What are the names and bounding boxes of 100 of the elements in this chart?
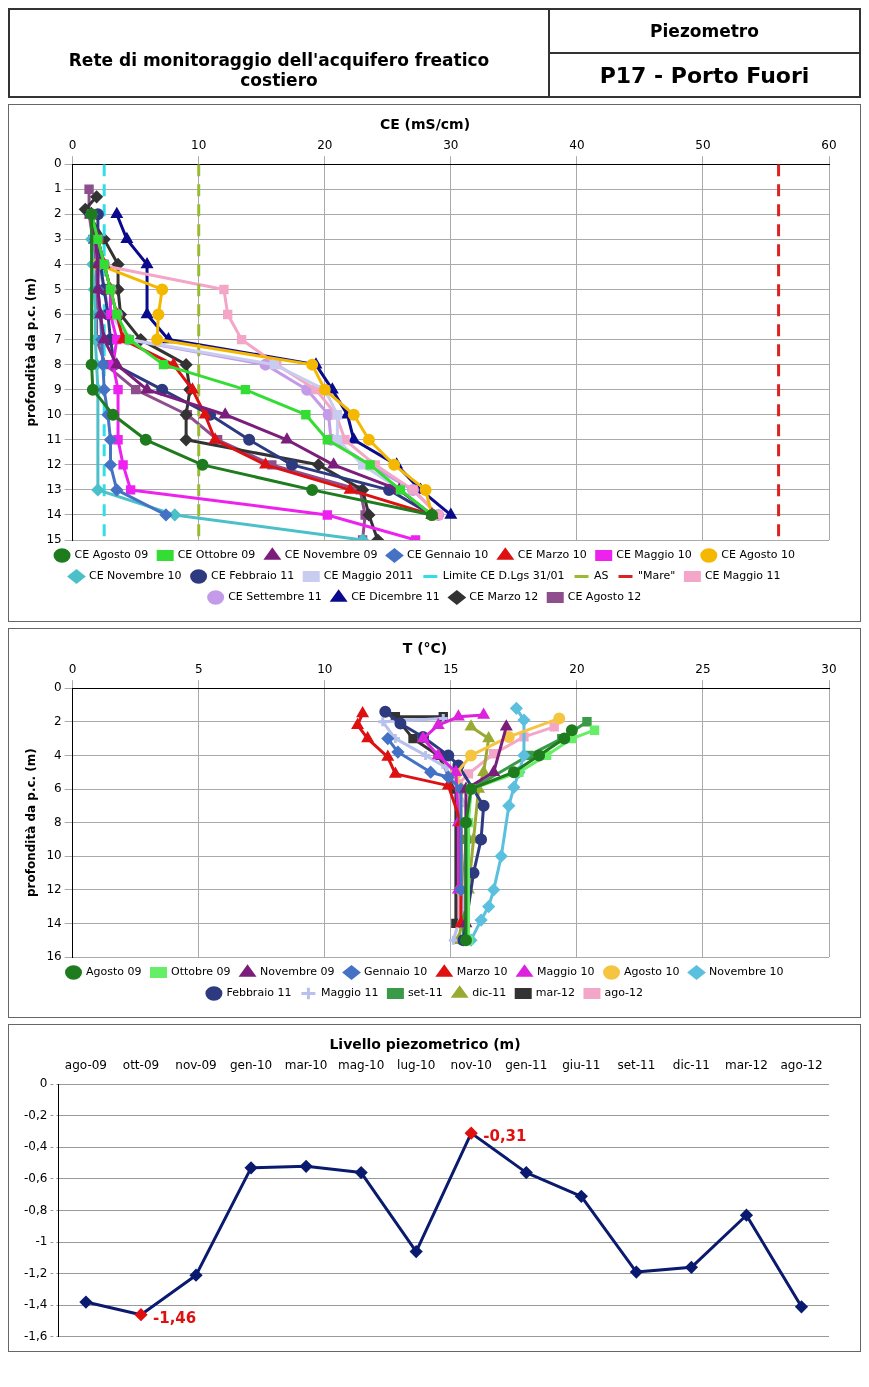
y-tick-label: -0,2 xyxy=(23,1107,48,1122)
x-tick-label: 10 xyxy=(317,662,333,677)
y-tick-label: 14 xyxy=(46,507,62,522)
y-tick-label: 0 xyxy=(54,156,62,171)
text: P17 - Porto Fuori xyxy=(550,52,859,96)
y-tick-label: 12 xyxy=(46,881,62,896)
legend-label: Ottobre 09 xyxy=(171,965,231,979)
legend-label: CE Gennaio 10 xyxy=(406,548,489,562)
y-tick-label: 13 xyxy=(46,482,62,497)
y-tick-label: 7 xyxy=(54,331,62,346)
legend-label: Marzo 10 xyxy=(456,965,508,979)
legend-label: CE Novembre 09 xyxy=(284,548,378,562)
legend-label: dic-11 xyxy=(472,986,507,1000)
y-tick-label: 9 xyxy=(54,381,62,396)
y-tick-label: -0,6 xyxy=(23,1171,48,1186)
x-tick-label: lug-10 xyxy=(397,1058,436,1073)
legend-label: CE Marzo 10 xyxy=(517,548,587,562)
x-tick-label: ago-09 xyxy=(64,1058,108,1073)
x-tick-label: nov-10 xyxy=(450,1058,492,1073)
x-tick-label: nov-09 xyxy=(175,1058,217,1073)
x-tick-label: 0 xyxy=(68,138,77,153)
text: Rete di monitoraggio dell'acquifero freatico costiero xyxy=(10,10,550,96)
legend-label: CE Febbraio 11 xyxy=(211,569,295,583)
x-tick-label: dic-11 xyxy=(672,1058,710,1073)
legend-label: Febbraio 11 xyxy=(226,986,292,1000)
legend-label: CE Dicembre 11 xyxy=(351,590,440,604)
y-tick-label: 10 xyxy=(46,848,62,863)
x-tick-label: gen-11 xyxy=(505,1058,548,1073)
x-tick-label: 0 xyxy=(68,662,77,677)
y-tick-label: -1 xyxy=(35,1234,48,1249)
y-tick-label: 14 xyxy=(46,915,62,930)
y-tick-label: 0 xyxy=(39,1076,48,1091)
y-tick-label: 6 xyxy=(54,781,62,796)
chart-title: T (°C) xyxy=(402,640,448,657)
legend-label: CE Marzo 12 xyxy=(469,590,539,604)
x-tick-label: 30 xyxy=(443,138,459,153)
legend-label: CE Settembre 11 xyxy=(228,590,322,604)
y-tick-label: 1 xyxy=(54,181,62,196)
y-tick-label: 8 xyxy=(54,356,62,371)
y-tick-label: 3 xyxy=(54,231,62,246)
legend-label: Maggio 11 xyxy=(320,986,379,1000)
legend-label: CE Maggio 10 xyxy=(616,548,692,562)
y-tick-label: 2 xyxy=(54,206,62,221)
legend-label: mar-12 xyxy=(535,986,575,1000)
y-tick-label: 16 xyxy=(46,949,62,964)
y-tick-label: -1,2 xyxy=(23,1265,48,1280)
legend-label: Gennaio 10 xyxy=(364,965,428,979)
legend-label: CE Ottobre 09 xyxy=(177,548,256,562)
data-label: -0,31 xyxy=(483,1127,527,1146)
legend-label: AS xyxy=(593,569,609,583)
y-tick-label: 10 xyxy=(46,406,62,421)
x-tick-label: mar-10 xyxy=(284,1058,328,1073)
legend-label: Novembre 09 xyxy=(260,965,335,979)
y-tick-label: 2 xyxy=(54,713,62,728)
legend-label: Novembre 10 xyxy=(709,965,784,979)
y-tick-label: 11 xyxy=(46,431,62,446)
y-tick-label: 15 xyxy=(46,532,62,547)
x-tick-label: gen-10 xyxy=(229,1058,273,1073)
y-tick-label: -0,4 xyxy=(23,1139,48,1154)
x-tick-label: 60 xyxy=(821,138,837,153)
legend-label: ago-12 xyxy=(604,986,644,1000)
x-tick-label: set-11 xyxy=(617,1058,656,1073)
y-tick-label: -1,4 xyxy=(23,1297,48,1312)
x-tick-label: 30 xyxy=(821,662,837,677)
y-tick-label: 8 xyxy=(54,814,62,829)
x-tick-label: mar-12 xyxy=(725,1058,768,1073)
y-tick-label: 4 xyxy=(54,256,62,271)
legend-label: "Mare" xyxy=(638,569,676,583)
legend-label: CE Novembre 10 xyxy=(89,569,182,583)
y-axis-title: profondità da p.c. (m) xyxy=(24,748,39,898)
legend-label: CE Agosto 09 xyxy=(74,548,149,562)
x-tick-label: 20 xyxy=(569,662,585,677)
x-tick-label: mag-10 xyxy=(338,1058,385,1073)
x-tick-label: giu-11 xyxy=(562,1058,601,1073)
y-tick-label: 5 xyxy=(54,281,62,296)
legend-label: Maggio 10 xyxy=(537,965,595,979)
y-axis-title: profondità da p.c. (m) xyxy=(24,277,39,427)
chart-title: Livello piezometrico (m) xyxy=(329,1036,521,1053)
legend-label: CE Agosto 10 xyxy=(721,548,795,562)
data-label: -1,46 xyxy=(152,1308,197,1327)
y-tick-label: -0,8 xyxy=(23,1202,48,1217)
x-tick-label: 25 xyxy=(695,662,711,677)
legend-label: CE Maggio 2011 xyxy=(323,569,414,583)
y-tick-label: 6 xyxy=(54,306,62,321)
y-tick-label: 4 xyxy=(54,747,62,762)
legend-label: CE Agosto 12 xyxy=(567,590,642,604)
legend-label: CE Maggio 11 xyxy=(704,569,781,583)
text: Piezometro xyxy=(649,20,760,43)
chart-title: CE (mS/cm) xyxy=(379,116,471,133)
legend-label: Agosto 09 xyxy=(86,965,142,979)
x-tick-label: 20 xyxy=(317,138,333,153)
x-tick-label: 10 xyxy=(191,138,207,153)
x-tick-label: ott-09 xyxy=(122,1058,160,1073)
x-tick-label: ago-12 xyxy=(780,1058,823,1073)
x-tick-label: 15 xyxy=(443,662,459,677)
legend-label: set-11 xyxy=(407,986,443,1000)
y-tick-label: 12 xyxy=(46,456,62,471)
x-tick-label: 50 xyxy=(695,138,711,153)
legend-label: Agosto 10 xyxy=(624,965,680,979)
legend-label: Limite CE D.Lgs 31/01 xyxy=(442,569,565,583)
